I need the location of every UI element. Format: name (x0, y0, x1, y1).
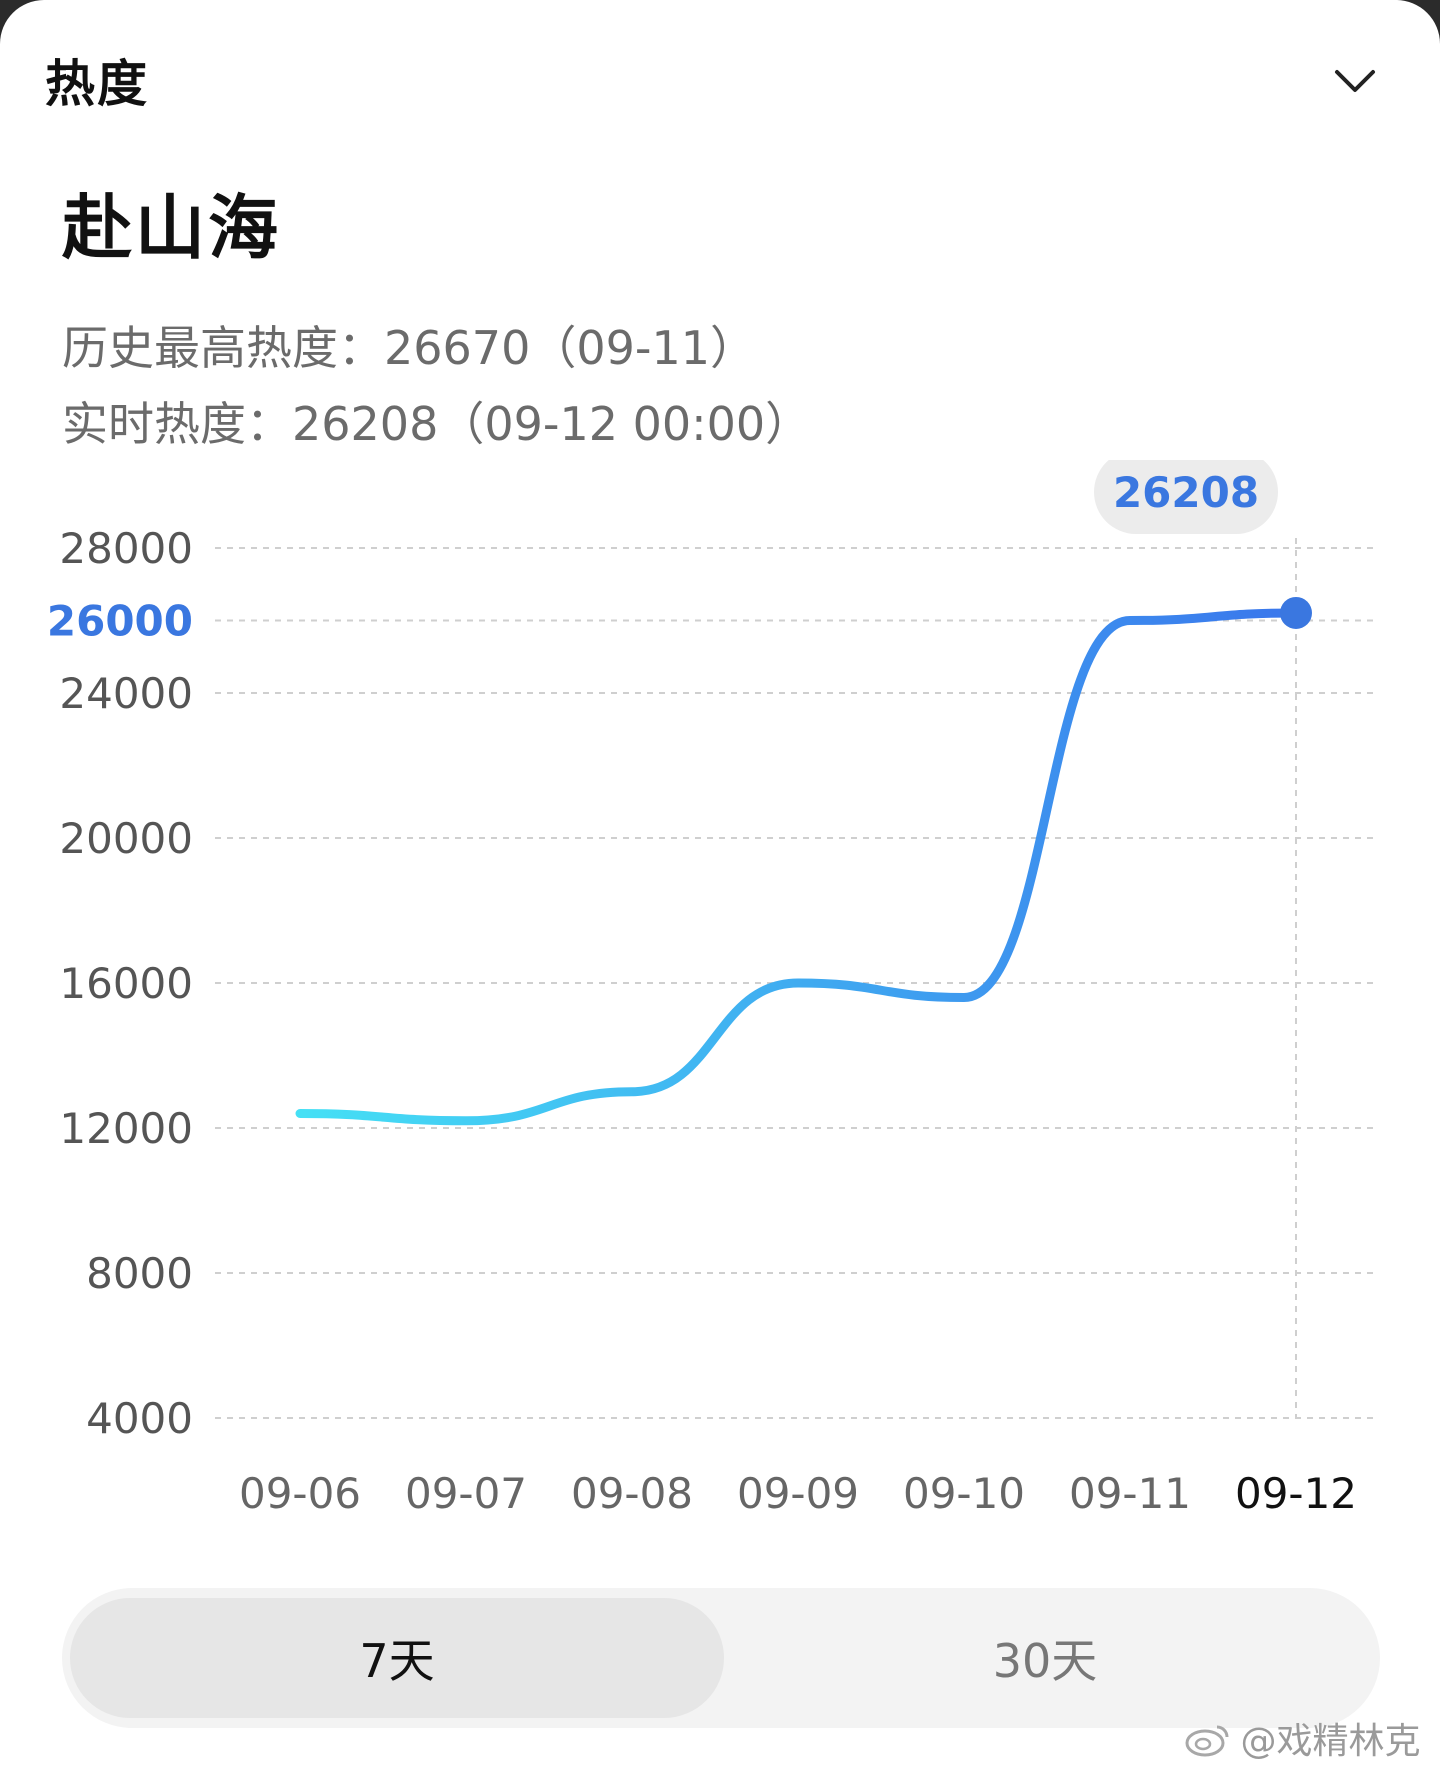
x-tick-label: 09-07 (405, 1469, 527, 1518)
watermark: @戏精林克 (1185, 1712, 1420, 1764)
watermark-text: @戏精林克 (1240, 1721, 1421, 1762)
y-tick-label: 28000 (59, 524, 193, 573)
x-tick-label: 09-10 (903, 1469, 1025, 1518)
heat-line-chart[interactable]: 4000 8000 12000 16000 20000 24000 26000 28000 0… (0, 460, 1440, 1540)
x-tick-label[interactable]: 09-12 (1235, 1469, 1357, 1518)
y-tick-label: 24000 (59, 669, 193, 718)
collapse-button[interactable] (1326, 52, 1384, 110)
y-tick-label: 26000 (47, 597, 193, 646)
y-tick-label: 4000 (86, 1394, 193, 1443)
y-tick-label: 8000 (86, 1249, 193, 1298)
tooltip-bubble (1094, 460, 1278, 534)
weibo-logo-icon (1185, 1725, 1229, 1757)
tab-7-days[interactable]: 7天 (70, 1598, 724, 1718)
heat-series-line (295, 608, 1301, 1126)
history-high-heat: 历史最高热度：26670（09-11） (62, 321, 756, 375)
section-title: 热度 (45, 55, 149, 113)
tooltip-value: 26208 (1113, 468, 1259, 517)
x-tick-label: 09-09 (737, 1469, 859, 1518)
y-tick-label: 12000 (59, 1104, 193, 1153)
selected-point[interactable] (1280, 596, 1312, 629)
range-selector: 7天 30天 (62, 1588, 1380, 1728)
chevron-down-icon (1335, 70, 1375, 92)
x-tick-label: 09-11 (1069, 1469, 1191, 1518)
x-tick-label: 09-08 (571, 1469, 693, 1518)
x-tick-label: 09-06 (239, 1469, 361, 1518)
topic-title: 赴山海 (62, 187, 281, 269)
tab-30-days[interactable]: 30天 (992, 1634, 1098, 1688)
realtime-heat: 实时热度：26208（09-12 00:00） (62, 397, 812, 451)
y-tick-label: 16000 (59, 959, 193, 1008)
y-tick-label: 20000 (59, 814, 193, 863)
